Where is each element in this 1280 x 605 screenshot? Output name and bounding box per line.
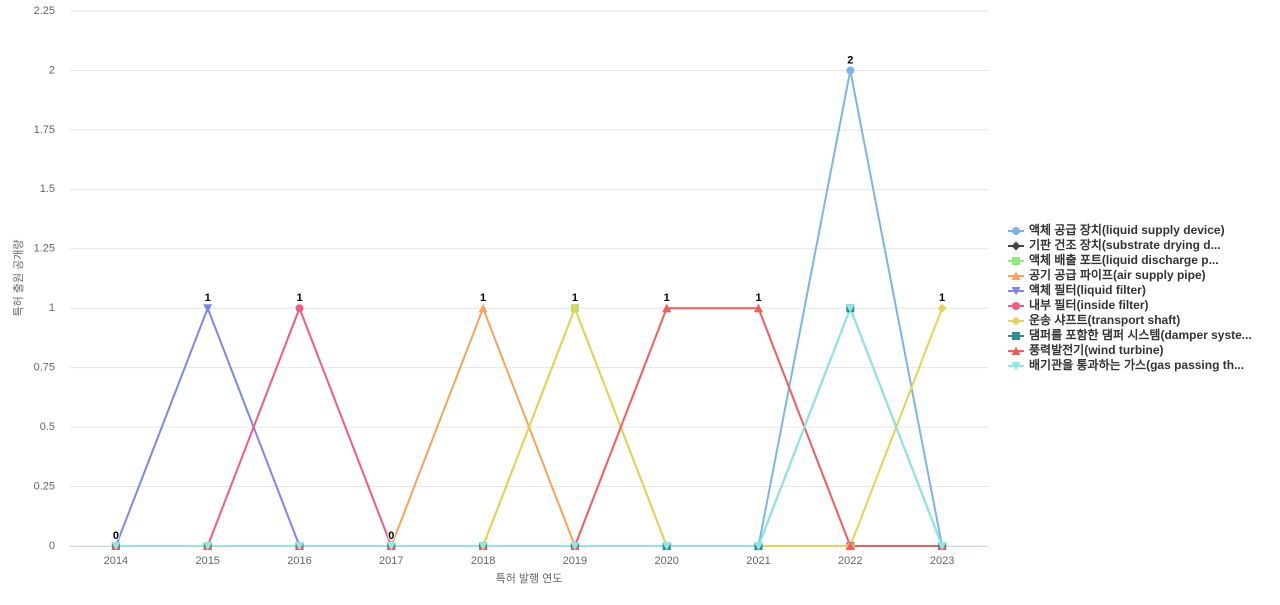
point bbox=[111, 542, 121, 551]
data-label: 2 bbox=[847, 54, 853, 66]
data-label: 1 bbox=[939, 292, 945, 304]
y-tick-label: 1.25 bbox=[34, 243, 55, 255]
point bbox=[845, 304, 855, 313]
y-tick-label: 1 bbox=[49, 302, 55, 314]
data-label: 1 bbox=[572, 292, 578, 304]
y-axis-title: 특허 출원 공개량 bbox=[12, 240, 25, 317]
data-label: 1 bbox=[480, 292, 486, 304]
legend-label[interactable]: 기판 건조 장치(substrate drying d... bbox=[1029, 237, 1221, 252]
data-label: 1 bbox=[664, 292, 670, 304]
x-tick-label: 2019 bbox=[563, 555, 587, 567]
y-tick-label: 2 bbox=[49, 64, 55, 76]
y-tick-label: 2.25 bbox=[34, 5, 55, 17]
point bbox=[478, 542, 488, 551]
point bbox=[937, 303, 947, 313]
legend-label[interactable]: 풍력발전기(wind turbine) bbox=[1029, 342, 1164, 357]
y-tick-label: 0.75 bbox=[34, 362, 55, 374]
legend-label[interactable]: 액체 배출 포트(liquid discharge p... bbox=[1029, 252, 1219, 267]
legend-symbol bbox=[1011, 241, 1021, 251]
point bbox=[754, 542, 763, 551]
x-tick-label: 2022 bbox=[838, 555, 862, 567]
legend-symbol bbox=[1011, 316, 1021, 326]
x-tick-label: 2023 bbox=[930, 555, 954, 567]
data-label: 0 bbox=[113, 530, 119, 542]
legend-label[interactable]: 공기 공급 파이프(air supply pipe) bbox=[1029, 267, 1206, 282]
y-tick-label: 0.25 bbox=[34, 480, 55, 492]
x-tick-label: 2018 bbox=[471, 555, 495, 567]
point bbox=[478, 303, 488, 313]
point bbox=[754, 303, 763, 313]
y-tick-label: 1.5 bbox=[40, 183, 55, 195]
point bbox=[295, 542, 304, 551]
legend-label[interactable]: 운송 샤프트(transport shaft) bbox=[1029, 312, 1180, 327]
y-tick-label: 0 bbox=[49, 540, 55, 552]
legend-symbol bbox=[1012, 332, 1020, 340]
legend-label[interactable]: 내부 필터(inside filter) bbox=[1029, 297, 1149, 312]
legend-symbol bbox=[1012, 257, 1020, 265]
legend-symbol bbox=[1011, 362, 1021, 371]
x-tick-label: 2021 bbox=[746, 555, 770, 567]
data-label: 1 bbox=[755, 292, 761, 304]
point bbox=[846, 66, 855, 75]
point bbox=[570, 542, 580, 551]
point bbox=[203, 304, 213, 313]
point bbox=[845, 541, 855, 550]
legend-symbol bbox=[1012, 302, 1020, 310]
line bbox=[115, 305, 944, 547]
point bbox=[386, 542, 396, 551]
data-label: 1 bbox=[296, 292, 302, 304]
legend-label[interactable]: 액체 필터(liquid filter) bbox=[1029, 282, 1146, 297]
legend-label[interactable]: 액체 공급 장치(liquid supply device) bbox=[1029, 222, 1225, 237]
legend-label[interactable]: 댐퍼를 포함한 댐퍼 시스템(damper syste... bbox=[1029, 327, 1252, 342]
legend-symbol bbox=[1011, 346, 1021, 355]
y-tick-label: 0.5 bbox=[40, 421, 55, 433]
point bbox=[203, 542, 213, 551]
point bbox=[662, 303, 672, 313]
data-label: 1 bbox=[205, 292, 211, 304]
x-tick-label: 2014 bbox=[104, 555, 128, 567]
x-tick-label: 2017 bbox=[379, 555, 403, 567]
legend-symbol bbox=[1011, 271, 1021, 280]
legend-symbol bbox=[1011, 287, 1021, 296]
legend-label[interactable]: 배기관을 통과하는 가스(gas passing th... bbox=[1029, 357, 1244, 372]
x-tick-label: 2015 bbox=[195, 555, 219, 567]
x-tick-label: 2016 bbox=[287, 555, 311, 567]
data-label: 0 bbox=[388, 530, 394, 542]
point bbox=[937, 542, 947, 551]
x-tick-label: 2020 bbox=[654, 555, 678, 567]
point bbox=[570, 303, 580, 313]
point bbox=[295, 304, 304, 313]
x-axis-title: 특허 발행 연도 bbox=[496, 572, 563, 585]
y-tick-label: 1.75 bbox=[34, 124, 55, 136]
legend-symbol bbox=[1012, 227, 1020, 235]
point bbox=[662, 542, 672, 551]
